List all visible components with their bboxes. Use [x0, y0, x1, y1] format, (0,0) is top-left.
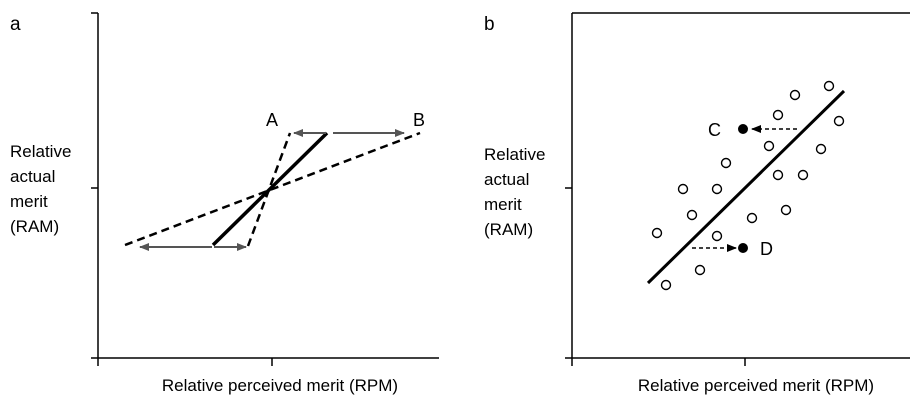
panel-b-label-c: C	[708, 120, 721, 140]
panel-b-point-d	[738, 243, 748, 253]
scatter-point	[833, 115, 845, 127]
scatter-point	[694, 264, 706, 276]
scatter-point	[797, 169, 809, 181]
scatter-point	[780, 204, 792, 216]
scatter-point	[763, 140, 775, 152]
panel-a-dashed-line-b	[124, 131, 421, 247]
scatter-point	[660, 279, 672, 291]
panel-b-point-c	[738, 124, 748, 134]
scatter-point	[651, 227, 663, 239]
scatter-point	[789, 89, 801, 101]
panel-a-label-a: A	[266, 110, 278, 130]
scatter-point	[711, 183, 723, 195]
panel-a-dashed-line-a	[246, 132, 292, 247]
panel-a-solid-line	[211, 131, 329, 247]
panel-b-regression-line	[646, 89, 846, 285]
panel-b-ylabel: Relative actual merit (RAM)	[484, 145, 550, 239]
scatter-point	[711, 230, 723, 242]
panel-b-letter: b	[484, 14, 495, 35]
panel-b-label-d: D	[760, 239, 773, 259]
scatter-point	[677, 183, 689, 195]
panel-b-xlabel: Relative perceived merit (RPM)	[638, 376, 874, 395]
scatter-point	[720, 157, 732, 169]
panel-a-letter: a	[10, 14, 21, 35]
panel-a-label-b: B	[413, 110, 425, 130]
panel-a: a Relative actual merit (RAM) Relative p…	[10, 12, 439, 395]
scatter-point	[772, 169, 784, 181]
panel-b: b Relative actual merit (RAM) Relative p…	[484, 12, 910, 395]
scatter-point	[772, 109, 784, 121]
panel-b-scatter	[651, 80, 845, 291]
scatter-point	[823, 80, 835, 92]
panel-a-xlabel: Relative perceived merit (RPM)	[162, 376, 398, 395]
panel-a-ylabel: Relative actual merit (RAM)	[10, 142, 76, 236]
scatter-point	[746, 212, 758, 224]
scatter-point	[686, 209, 698, 221]
scatter-point	[815, 143, 827, 155]
